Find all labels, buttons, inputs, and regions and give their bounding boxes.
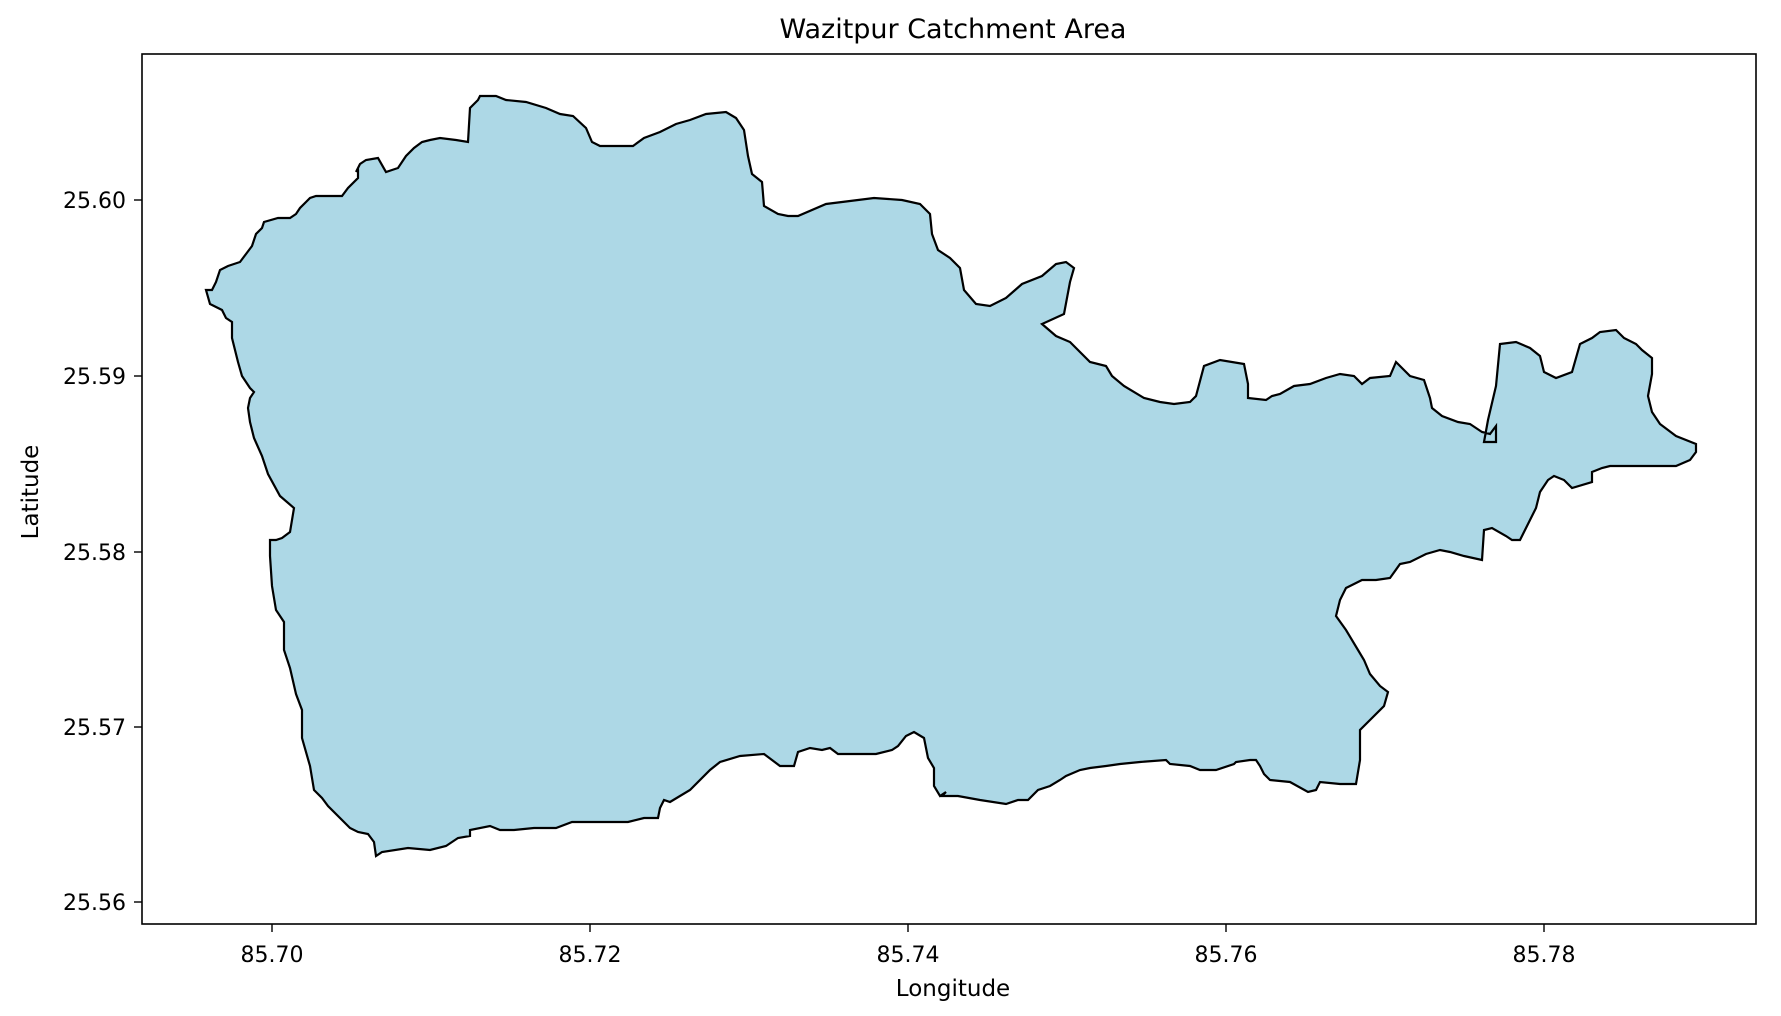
x-tick-label: 85.74 bbox=[877, 943, 940, 968]
x-axis: 85.70 85.72 85.74 85.76 85.78 Longitude bbox=[241, 924, 1576, 1002]
y-tick-label: 25.57 bbox=[63, 716, 126, 741]
x-axis-label: Longitude bbox=[896, 976, 1010, 1002]
x-tick-label: 85.72 bbox=[559, 943, 622, 968]
y-tick-label: 25.59 bbox=[63, 365, 126, 390]
map-title: Wazitpur Catchment Area bbox=[780, 14, 1127, 45]
x-tick-label: 85.78 bbox=[1513, 943, 1576, 968]
x-tick-label: 85.70 bbox=[241, 943, 304, 968]
y-tick-label: 25.56 bbox=[63, 891, 126, 916]
catchment-polygon[interactable] bbox=[204, 94, 1698, 858]
plot-frame bbox=[141, 53, 1757, 925]
x-tick-label: 85.76 bbox=[1195, 943, 1258, 968]
y-axis-label: Latitude bbox=[18, 445, 44, 540]
y-tick-label: 25.60 bbox=[63, 189, 126, 214]
plot-area bbox=[141, 53, 1757, 925]
y-tick-label: 25.58 bbox=[63, 541, 126, 566]
y-axis: 25.60 25.59 25.58 25.57 25.56 Latitude bbox=[18, 189, 142, 916]
